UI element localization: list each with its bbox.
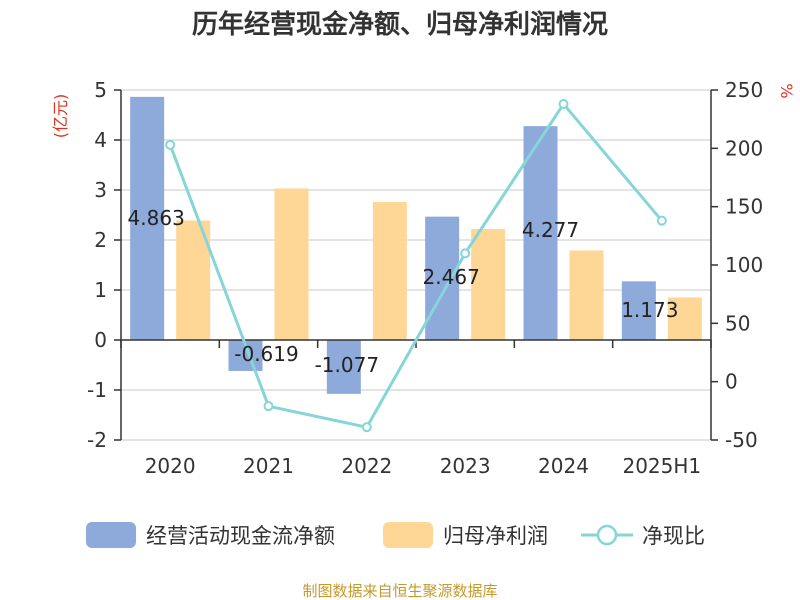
left-tick-label: 3	[94, 178, 107, 202]
left-axis-unit: (亿元)	[51, 94, 70, 139]
left-tick-label: -2	[87, 428, 107, 452]
net-profit-bar	[274, 188, 309, 340]
net-profit-bar	[569, 250, 604, 340]
left-tick-label: 5	[94, 78, 107, 102]
x-tick-label: 2023	[440, 454, 491, 478]
ratio-point	[460, 248, 471, 259]
ratio-point	[558, 99, 569, 109]
x-tick-label: 2025H1	[622, 454, 701, 478]
left-tick-label: 2	[94, 228, 107, 252]
legend-label-net-profit: 归母净利润	[443, 524, 548, 548]
right-tick-label: 50	[725, 311, 750, 335]
cash-flow-bar	[326, 340, 361, 394]
ratio-line-path	[168, 101, 663, 429]
cash-flow-bar	[621, 281, 656, 340]
data-label: 4.863	[128, 206, 185, 230]
cash-flow-bar	[425, 216, 460, 340]
left-tick-label: -1	[87, 378, 107, 402]
x-tick-label: 2022	[341, 454, 392, 478]
left-tick-label: 1	[94, 278, 107, 302]
data-label: -1.077	[315, 353, 379, 377]
chart-title: 历年经营现金净额、归母净利润情况	[192, 9, 608, 40]
net-profit-bar	[471, 229, 506, 340]
net-profit-bar	[667, 297, 702, 340]
cash-flow-bar	[130, 96, 165, 340]
right-tick-label: 150	[725, 195, 763, 219]
data-label: 2.467	[423, 265, 480, 289]
source-note: 制图数据来自恒生聚源数据库	[302, 582, 497, 600]
grid-lines	[121, 89, 711, 441]
data-labels: 4.863 -0.619 -1.077 2.467 4.277 1.173	[128, 206, 679, 377]
net-profit-bar	[372, 202, 407, 340]
cash-flow-bar	[523, 126, 558, 341]
ratio-point	[263, 401, 274, 412]
ratio-point	[165, 139, 176, 150]
bars	[130, 96, 702, 394]
x-tick-label: 2024	[538, 454, 589, 478]
legend-swatch-cash-flow	[86, 522, 136, 548]
legend-swatch-marker	[596, 524, 618, 546]
data-label: -0.619	[234, 342, 298, 366]
right-tick-label: -50	[725, 428, 758, 452]
right-axis-unit: %	[777, 83, 796, 98]
right-tick-label: 100	[725, 253, 763, 277]
legend-label-ratio: 净现比	[642, 524, 705, 548]
left-tick-label: 0	[94, 328, 107, 352]
right-tick-label: 200	[725, 136, 763, 160]
data-label: 4.277	[522, 218, 579, 242]
axes: -2 -1 0 1 2 3 4 5 -50 0 50 100 150 200 250 2020 2021 2022…	[87, 78, 763, 478]
data-label: 1.173	[621, 298, 678, 322]
legend-label-cash-flow: 经营活动现金流净额	[146, 524, 335, 548]
left-tick-label: 4	[94, 128, 107, 152]
ratio-point	[361, 422, 372, 433]
ratio-point	[656, 215, 667, 226]
net-profit-bar	[176, 220, 211, 340]
ratio-line	[165, 99, 667, 433]
x-tick-label: 2021	[243, 454, 294, 478]
legend: 经营活动现金流净额 归母净利润 净现比	[86, 522, 705, 548]
right-tick-label: 0	[725, 370, 738, 394]
legend-swatch-net-profit	[383, 522, 433, 548]
x-tick-label: 2020	[145, 454, 196, 478]
right-tick-label: 250	[725, 78, 763, 102]
